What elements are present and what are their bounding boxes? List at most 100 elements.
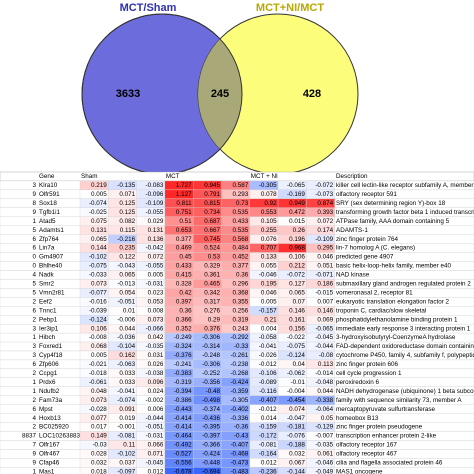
value: -0.083 [146,182,164,189]
value: -0.008 [89,334,107,341]
value: 0.568 [233,236,249,243]
value: 0.415 [176,272,192,279]
value: -0.045 [146,460,164,467]
value: -0.041 [117,388,135,395]
value: -0.359 [230,388,248,395]
value: 0.26 [293,227,306,234]
value: -0.464 [174,433,192,440]
value: -0.001 [117,424,135,431]
gene: Gm4907 [39,254,64,261]
value: 0.065 [289,289,305,296]
gene: Lin7a [39,245,55,252]
value: -0.306 [202,361,220,368]
description: predicted gene 4907 [336,254,394,261]
value: 0.484 [233,245,249,252]
value: -0.039 [89,307,107,314]
value: 0.044 [119,325,135,332]
value: 0.393 [317,209,333,216]
value: -0.366 [202,442,220,449]
value: 0.146 [317,307,333,314]
value: -0.058 [259,334,277,341]
value: 0.146 [289,307,305,314]
value: 0.329 [204,263,220,270]
value: -0.236 [259,468,277,474]
value: 0.005 [91,191,107,198]
value: -0.319 [174,379,192,386]
value: -0.035 [146,343,164,350]
value: 0.667 [204,227,220,234]
value: -0.081 [117,433,135,440]
value: -0.006 [117,316,135,323]
value: 0.115 [120,227,136,234]
value: -0.454 [287,397,305,404]
value: 0.293 [233,191,249,198]
value: 0.219 [91,182,107,189]
value: -0.394 [174,388,192,395]
value: -0.305 [259,182,277,189]
value: -0.414 [174,415,192,422]
value: -0.106 [259,370,277,377]
value: 0.377 [176,236,192,243]
value: 0.077 [91,415,107,422]
value: 0.073 [91,281,107,288]
value: 0.317 [204,298,220,305]
value: -0.292 [230,334,248,341]
value: -0.116 [259,388,277,395]
value: -0.305 [230,397,248,404]
description: SRY (sex determining region Y)-box 18 [336,200,446,207]
value: -0.047 [287,415,305,422]
value: -0.018 [89,370,107,377]
value: -0.03 [92,442,107,449]
gene: Foxred1 [39,343,63,350]
row-id: 2 [32,397,36,404]
value: 0.026 [148,361,164,368]
description: zinc finger protein 606 [336,361,398,368]
value: 0.149 [91,433,107,440]
value: -0.407 [259,397,277,404]
value: -0.556 [174,460,192,467]
value: -0.075 [89,263,107,270]
value: 0.707 [261,245,277,252]
value: -0.252 [202,370,220,377]
value: -0.055 [146,263,164,270]
value: -0.064 [315,406,333,413]
value: -0.33 [234,343,249,350]
row-id: 4 [32,272,36,279]
heat-cell [306,467,335,474]
value: 0.342 [204,289,220,296]
value: 0.05 [321,415,334,422]
description: transforming growth factor beta 1 induce… [336,209,474,216]
value: -0.169 [287,191,305,198]
row-id: 5 [32,227,36,234]
value: 0.071 [119,191,135,198]
row-id: 5 [32,281,36,288]
value: 0.008 [148,307,164,314]
value: 0.019 [119,415,135,422]
value: -0.051 [117,298,135,305]
value: -0.159 [259,424,277,431]
gene: Tnnc1 [39,307,57,314]
value: -0.374 [202,406,220,413]
value: -0.076 [287,433,305,440]
value: 0.352 [176,325,192,332]
value: -0.012 [259,361,277,368]
value: 0.361 [204,272,220,279]
value: -0.402 [230,406,248,413]
value: 0.004 [261,325,277,332]
value: 0.73 [236,200,249,207]
value: -0.031 [146,281,164,288]
value: 0.745 [204,236,220,243]
value: 0.874 [317,200,333,207]
value: -0.336 [230,415,248,422]
value: 0.067 [289,460,305,467]
gene: Ccpg1 [39,370,58,377]
value: -0.109 [315,236,333,243]
value: -0.046 [259,272,277,279]
value: 0.024 [148,388,164,395]
value: -0.089 [259,379,277,386]
description: ATPase family, AAA domain containing 5 [336,218,450,225]
value: 0.29 [208,316,221,323]
value: -0.015 [315,289,333,296]
row-id: 2 [32,370,36,377]
